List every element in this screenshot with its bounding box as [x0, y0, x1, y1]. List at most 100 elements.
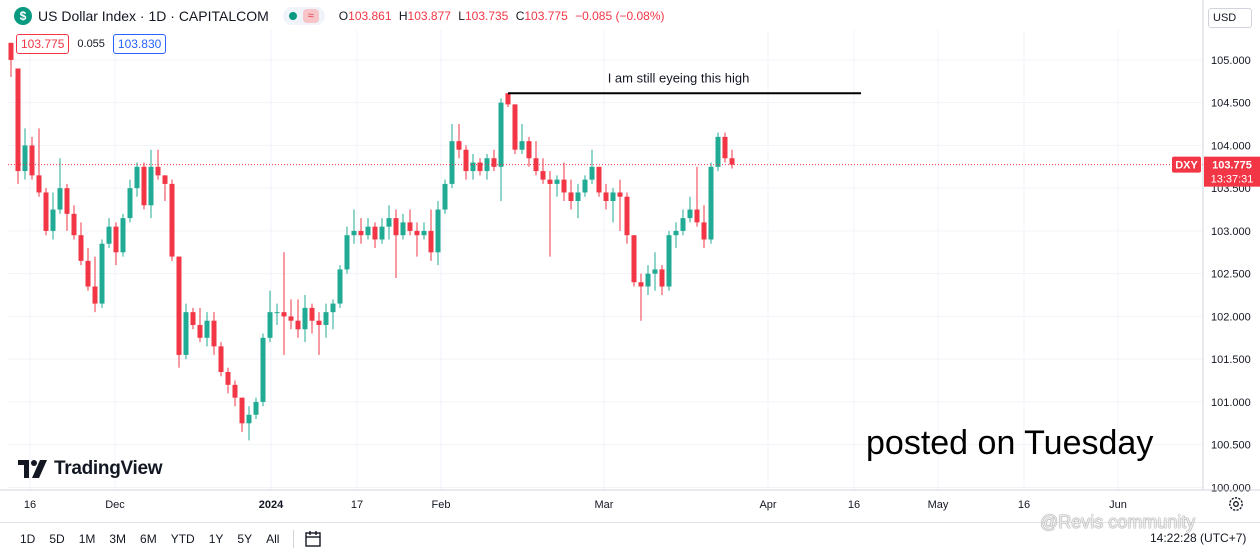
candle-body — [155, 166, 161, 176]
dollar-icon[interactable]: $ — [14, 7, 32, 25]
market-status-pill[interactable]: ≈ — [282, 7, 325, 25]
x-tick-label: May — [928, 499, 949, 511]
candle — [162, 175, 168, 202]
candle — [694, 166, 700, 227]
candle — [36, 128, 42, 197]
candle-body — [274, 312, 280, 314]
close-value: 103.775 — [524, 9, 568, 23]
candle — [64, 183, 70, 231]
candle-body — [400, 222, 406, 236]
candle-body — [519, 141, 525, 150]
candle — [330, 299, 336, 330]
candle-body — [680, 218, 686, 231]
candle — [393, 209, 399, 278]
candle — [547, 171, 553, 257]
timeframe-ytd[interactable]: YTD — [170, 532, 195, 546]
x-tick-label: 16 — [1018, 499, 1030, 511]
settings-gear-icon[interactable] — [1228, 496, 1244, 512]
candle-body — [176, 256, 182, 355]
candle — [253, 397, 259, 420]
candle-body — [540, 171, 546, 180]
y-tick-label: 101.500 — [1211, 354, 1251, 366]
open-value: 103.861 — [348, 9, 392, 23]
candle — [554, 175, 560, 197]
candle — [337, 265, 343, 308]
candle-body — [477, 162, 483, 172]
clock-readout: 14:22:28 (UTC+7) — [1150, 531, 1247, 545]
candle — [456, 124, 462, 159]
timeframe-all[interactable]: All — [266, 532, 280, 546]
timeframe-6m[interactable]: 6M — [140, 532, 157, 546]
candle-body — [561, 179, 567, 193]
candle — [190, 307, 196, 330]
candle — [414, 222, 420, 257]
candle — [407, 209, 413, 236]
candle-body — [617, 192, 623, 197]
candle-body — [127, 188, 133, 219]
sell-price-button[interactable]: 103.775 — [16, 34, 70, 54]
calendar-goto-icon[interactable] — [304, 530, 322, 548]
candle — [722, 132, 728, 163]
candle — [211, 312, 217, 355]
candle-body — [428, 230, 434, 253]
watermark-text: @Revis community — [1040, 512, 1196, 532]
candle-body — [295, 320, 301, 330]
candle-body — [183, 312, 189, 355]
candle-body — [211, 320, 217, 347]
x-tick-label: 16 — [848, 499, 860, 511]
candle — [288, 299, 294, 330]
candle — [589, 149, 595, 184]
candle — [596, 166, 602, 197]
candle-body — [113, 226, 119, 253]
candle — [274, 303, 280, 325]
timeframe-3m[interactable]: 3M — [109, 532, 127, 546]
high-value: 103.877 — [407, 9, 451, 23]
timeframe-1y[interactable]: 1Y — [208, 532, 224, 546]
candle-body — [498, 102, 504, 167]
candle-body — [652, 269, 658, 274]
change-value: −0.085 (−0.08%) — [575, 9, 665, 23]
candle — [197, 307, 203, 343]
candle — [400, 213, 406, 240]
candle-body — [610, 192, 616, 202]
timeframe-1m[interactable]: 1M — [78, 532, 96, 546]
timeframe-5y[interactable]: 5Y — [237, 532, 253, 546]
y-tick-label: 101.000 — [1211, 397, 1251, 409]
candle-body — [22, 145, 28, 172]
candle-body — [141, 166, 147, 206]
candle — [533, 141, 539, 176]
candle — [78, 222, 84, 266]
candle-body — [456, 141, 462, 150]
y-tick-label: 103.000 — [1211, 226, 1251, 238]
tradingview-wordmark: TradingView — [54, 458, 163, 479]
candle — [386, 205, 392, 240]
candle — [442, 179, 448, 214]
candle — [92, 256, 98, 313]
candle-body — [106, 226, 112, 244]
candle-body — [253, 401, 259, 415]
candle-body — [715, 136, 721, 167]
candle-body — [582, 179, 588, 193]
candle-body — [344, 235, 350, 270]
buy-price-button[interactable]: 103.830 — [112, 34, 167, 54]
candle-body — [568, 192, 574, 202]
symbol-tag-label: DXY — [1175, 160, 1198, 172]
symbol-title[interactable]: US Dollar Index · 1D · CAPITALCOM — [38, 8, 269, 24]
timeframe-1d[interactable]: 1D — [20, 532, 36, 546]
y-tick-label: 104.500 — [1211, 98, 1251, 110]
currency-select[interactable]: USD — [1208, 8, 1252, 28]
x-tick-label: Dec — [105, 499, 125, 511]
candle — [225, 367, 231, 394]
candle — [85, 248, 91, 291]
candle — [99, 239, 105, 308]
x-tick-label: 17 — [351, 499, 363, 511]
timeframe-5d[interactable]: 5D — [49, 532, 65, 546]
low-value: 103.735 — [464, 9, 509, 23]
candle-body — [64, 188, 70, 214]
candle-body — [148, 166, 154, 206]
candle-body — [484, 158, 490, 172]
bottom-toolbar: 1D 5D 1M 3M 6M YTD 1Y 5Y All — [0, 522, 1260, 555]
candle — [701, 205, 707, 249]
candle — [470, 153, 476, 180]
